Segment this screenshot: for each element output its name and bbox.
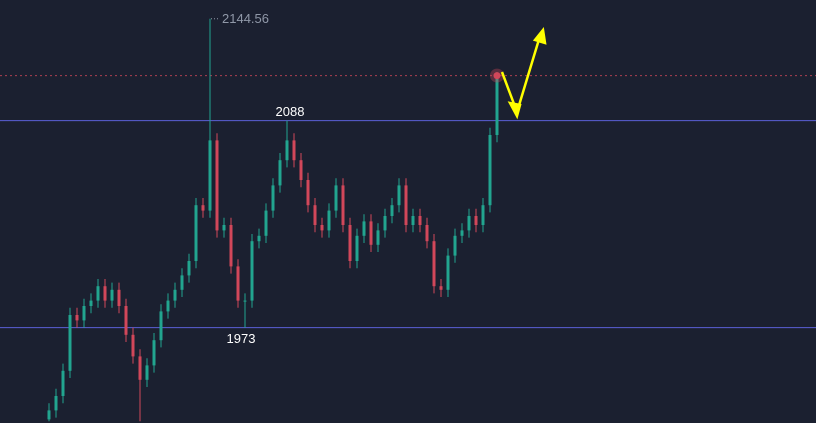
candle-body <box>446 255 450 290</box>
candle-body <box>187 261 191 276</box>
candle-body <box>208 140 212 211</box>
candle-body <box>82 306 86 321</box>
candle-body <box>131 334 135 357</box>
candle-body <box>418 216 422 225</box>
candle-body <box>390 205 394 216</box>
arrow-head <box>532 26 547 45</box>
candle-body <box>201 205 205 211</box>
candle-body <box>145 365 149 380</box>
candle-body <box>292 140 296 161</box>
candle-body <box>110 289 114 301</box>
candle-body <box>488 135 492 206</box>
arrow-path <box>500 35 542 116</box>
candle-body <box>250 241 254 301</box>
candle-body <box>341 185 345 225</box>
candle-body <box>194 205 198 261</box>
candle-body <box>61 370 65 396</box>
candle-body <box>467 216 471 231</box>
candle-body <box>152 340 156 366</box>
candle-body <box>166 300 170 312</box>
level-label: 1973 <box>227 331 256 346</box>
candle-body <box>54 396 58 411</box>
candle-body <box>460 230 464 236</box>
candle-body <box>376 230 380 245</box>
candle-body <box>383 216 387 231</box>
candle-body <box>243 300 247 302</box>
candle-body <box>68 315 72 371</box>
candle-body <box>124 306 128 335</box>
candle-body <box>103 286 107 301</box>
candle-body <box>285 140 289 161</box>
candle-body <box>474 216 478 225</box>
candle-body <box>215 140 219 231</box>
candle-body <box>96 286 100 301</box>
level-label: 2088 <box>276 104 305 119</box>
candle-body <box>481 205 485 225</box>
candle-body <box>180 275 184 290</box>
candle-body <box>334 185 338 211</box>
candle-body <box>306 180 310 206</box>
candle-body <box>348 225 352 261</box>
candle-body <box>439 286 443 290</box>
candle-body <box>89 300 93 306</box>
arrow-head <box>507 101 522 120</box>
last-price-dot <box>493 72 501 80</box>
candle-body <box>411 216 415 225</box>
high-label: 2144.56 <box>222 11 269 26</box>
candle-body <box>75 315 79 321</box>
candle-body <box>257 235 261 242</box>
candle-body <box>138 356 142 380</box>
candle-body <box>425 225 429 242</box>
candle-body <box>229 225 233 267</box>
candle-body <box>271 185 275 211</box>
candle-body <box>159 311 163 341</box>
candle-body <box>313 205 317 225</box>
trend-arrow <box>500 26 547 120</box>
candle-body <box>236 266 240 301</box>
candle-body <box>495 75 499 135</box>
candle-body <box>320 225 324 231</box>
candle-body <box>453 235 457 256</box>
candle-body <box>397 185 401 206</box>
candle-body <box>173 289 177 301</box>
candle-body <box>117 289 121 306</box>
candle-body <box>369 221 373 245</box>
candle-body <box>299 160 303 180</box>
candle-body <box>222 225 226 231</box>
candle-body <box>47 410 51 420</box>
candle-body <box>432 241 436 287</box>
candle-body <box>327 210 331 231</box>
candle-body <box>264 210 268 236</box>
candle-body <box>355 235 359 261</box>
candle-body <box>404 185 408 225</box>
candle-body <box>278 160 282 186</box>
plot: 2088 1973 2144.56 <box>0 11 816 422</box>
candle-body <box>362 221 366 236</box>
